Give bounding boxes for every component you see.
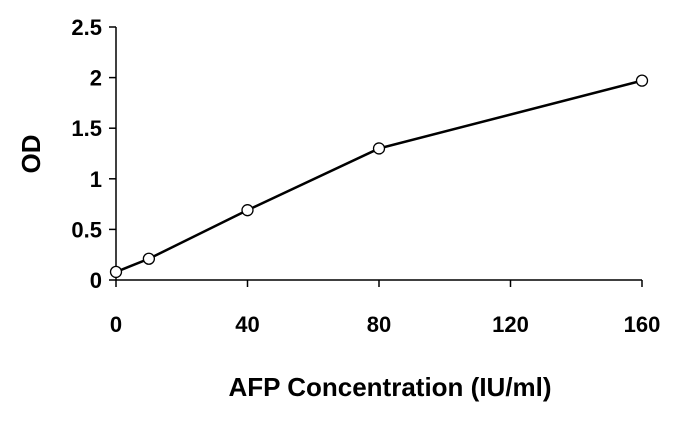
y-tick-label: 0 xyxy=(90,268,102,293)
y-tick-label: 1 xyxy=(90,167,102,192)
y-tick-label: 2 xyxy=(90,66,102,91)
series-line xyxy=(115,79,643,274)
data-point xyxy=(109,265,123,279)
data-point xyxy=(372,142,386,155)
x-tick-label: 0 xyxy=(110,312,122,337)
x-axis-title: AFP Concentration (IU/ml) xyxy=(228,372,551,402)
y-tick-label: 2.5 xyxy=(71,15,102,40)
y-axis-title: OD xyxy=(16,135,46,174)
data-point xyxy=(635,74,649,87)
x-tick-label: 80 xyxy=(367,312,391,337)
y-tick-label: 1.5 xyxy=(71,116,102,141)
y-axis-ticks: 0 0.5 1 1.5 2 2.5 xyxy=(71,15,116,293)
x-tick-label: 160 xyxy=(624,312,661,337)
y-tick-label: 0.5 xyxy=(71,217,102,242)
series-group xyxy=(109,74,649,279)
x-tick-label: 40 xyxy=(235,312,259,337)
x-axis-ticks: 0 40 80 120 160 xyxy=(110,280,660,337)
data-point xyxy=(142,252,156,265)
data-point xyxy=(241,204,254,217)
x-tick-label: 120 xyxy=(492,312,529,337)
